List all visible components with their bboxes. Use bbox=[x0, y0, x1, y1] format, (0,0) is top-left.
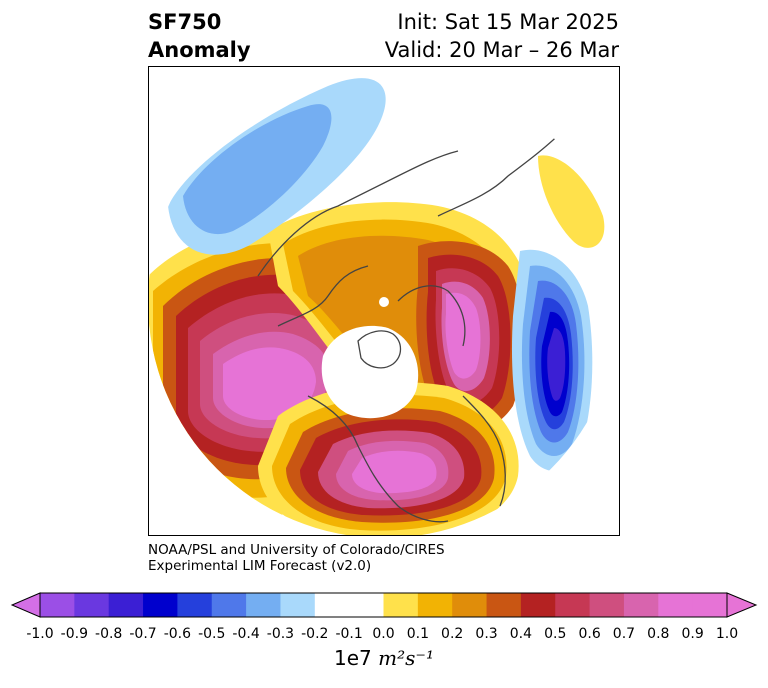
colorbar-tick-label: 1.0 bbox=[715, 626, 739, 642]
title-variable: SF750 bbox=[148, 10, 222, 34]
anomaly-positive-siberia bbox=[416, 241, 524, 433]
title-field: Anomaly bbox=[148, 38, 251, 62]
colorbar-tick-label: -0.4 bbox=[232, 626, 260, 642]
colorbar-segment bbox=[383, 593, 419, 617]
colorbar-tick-label: 0.4 bbox=[509, 626, 533, 642]
colorbar-tick-label: -0.2 bbox=[301, 626, 329, 642]
colorbar-segment bbox=[280, 593, 316, 617]
anomaly-positive-europe bbox=[258, 382, 519, 536]
colorbar-tick-label: -0.9 bbox=[60, 626, 89, 642]
colorbar-segment bbox=[177, 593, 213, 617]
colorbar-frame bbox=[39, 592, 728, 618]
colorbar-tick-label: -0.3 bbox=[266, 626, 295, 642]
init-date: Init: Sat 15 Mar 2025 bbox=[397, 10, 619, 34]
colorbar-segment bbox=[692, 593, 728, 617]
colorbar-tick-label: -0.6 bbox=[163, 626, 192, 642]
anomaly-negative-northwest bbox=[168, 78, 386, 255]
colorbar-extend-low bbox=[10, 592, 41, 618]
polar-map bbox=[148, 66, 620, 536]
colorbar-ticks: -1.0 -0.9 -0.8 -0.7 -0.6 -0.5 -0.4 -0.3 -0.2 -0.1… bbox=[0, 626, 768, 646]
units-prefix: 1e7 bbox=[334, 646, 372, 670]
north-pole-marker bbox=[379, 297, 389, 307]
colorbar-segment bbox=[417, 593, 453, 617]
credit-text: NOAA/PSL and University of Colorado/CIRE… bbox=[148, 542, 445, 574]
colorbar-tick-label: -0.7 bbox=[129, 626, 157, 642]
credit-line-1: NOAA/PSL and University of Colorado/CIRE… bbox=[148, 542, 445, 558]
colorbar-segment bbox=[486, 593, 522, 617]
colorbar-segment bbox=[349, 593, 384, 617]
valid-range: Valid: 20 Mar – 26 Mar bbox=[384, 38, 619, 62]
colorbar-segment bbox=[74, 593, 110, 617]
colorbar-segment bbox=[211, 593, 247, 617]
colorbar-units: 1e7 m²s⁻¹ bbox=[0, 646, 768, 670]
colorbar-tick-label: -0.8 bbox=[95, 626, 123, 642]
coastlines bbox=[257, 125, 569, 523]
colorbar-extend-high bbox=[726, 592, 758, 618]
units-math: m²s⁻¹ bbox=[378, 646, 434, 670]
colorbar-tick-label: -0.1 bbox=[335, 626, 363, 642]
colorbar-segment bbox=[658, 593, 694, 617]
credit-line-2: Experimental LIM Forecast (v2.0) bbox=[148, 558, 372, 574]
colorbar-segment bbox=[246, 593, 281, 617]
colorbar-tick-label: 0.1 bbox=[406, 626, 429, 642]
title-left: SF750 Anomaly bbox=[148, 8, 251, 64]
anomaly-positive-northeast bbox=[538, 155, 605, 248]
colorbar-segment bbox=[589, 593, 625, 617]
colorbar-tick-label: 0.5 bbox=[544, 626, 567, 642]
colorbar-tick-label: 0.8 bbox=[647, 626, 670, 642]
anomaly-neutral-core bbox=[321, 325, 419, 419]
anomaly-negative-east bbox=[511, 249, 593, 471]
colorbar-tick-label: -1.0 bbox=[26, 626, 54, 642]
colorbar-segment bbox=[452, 593, 488, 617]
title-right: Init: Sat 15 Mar 2025 Valid: 20 Mar – 26… bbox=[385, 8, 619, 64]
colorbar-segment bbox=[143, 593, 178, 617]
colorbar-tick-label: 0.9 bbox=[681, 626, 704, 642]
colorbar bbox=[10, 592, 758, 618]
colorbar-segment bbox=[40, 593, 75, 617]
colorbar-tick-label: 0.0 bbox=[372, 626, 395, 642]
colorbar-segment bbox=[555, 593, 591, 617]
colorbar-segment bbox=[314, 593, 350, 617]
colorbar-segment bbox=[623, 593, 659, 617]
colorbar-tick-label: 0.3 bbox=[475, 626, 498, 642]
colorbar-tick-label: 0.2 bbox=[441, 626, 464, 642]
colorbar-tick-label: 0.6 bbox=[578, 626, 601, 642]
colorbar-segment bbox=[520, 593, 556, 617]
colorbar-tick-label: -0.5 bbox=[198, 626, 226, 642]
colorbar-tick-label: 0.7 bbox=[612, 626, 636, 642]
colorbar-segment bbox=[108, 593, 144, 617]
